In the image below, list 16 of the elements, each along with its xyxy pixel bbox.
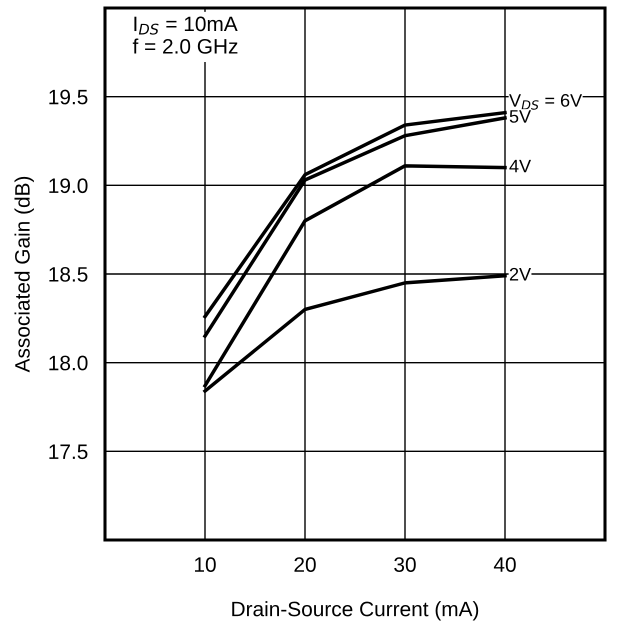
- annotation: I$_{DS}$ = 10mA f = 2.0 GHz: [132, 16, 238, 54]
- y-tick-label: 18.5: [49, 267, 88, 282]
- x-tick-label: 30: [394, 557, 416, 572]
- series-label: 4V: [509, 160, 532, 172]
- series-label: 2V: [510, 268, 532, 280]
- y-tick-label: 19.5: [49, 90, 88, 104]
- x-tick-label: 40: [494, 557, 516, 572]
- series-label: V$_{DS}$ = 6V: [509, 94, 582, 110]
- y-tick-label: 17.5: [49, 444, 88, 460]
- y-axis-title: Associated Gain (dB): [14, 176, 34, 372]
- series-label: 5V: [510, 110, 532, 123]
- x-axis-title: Drain-Source Current (mA): [232, 601, 478, 620]
- x-tick-label: 20: [294, 557, 316, 572]
- y-tick-label: 18.0: [49, 356, 88, 370]
- y-tick-label: 19.0: [49, 178, 88, 194]
- x-tick-label: 10: [195, 557, 216, 572]
